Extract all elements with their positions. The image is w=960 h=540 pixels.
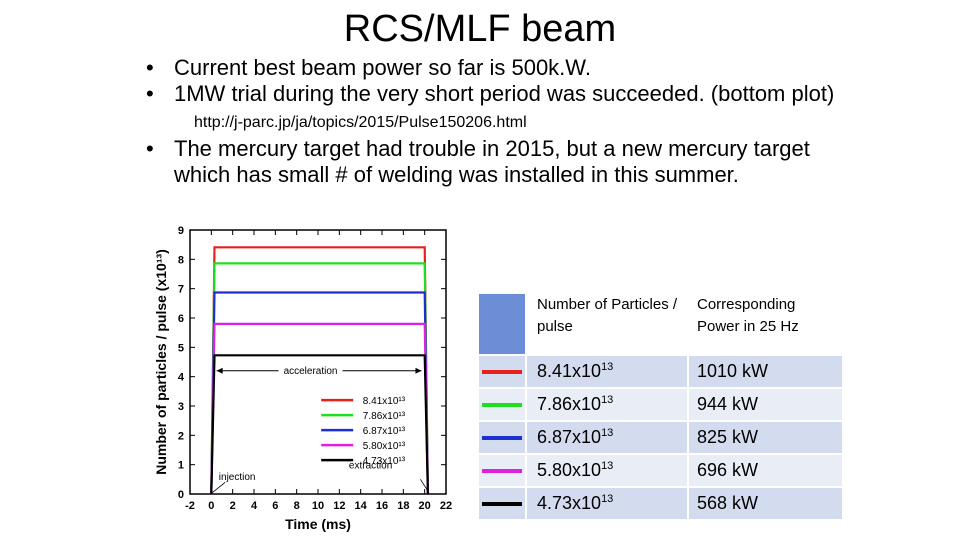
legend-label: 8.41x10¹³: [363, 396, 406, 407]
power-cell: 825 kW: [689, 422, 842, 453]
series-line: [210, 354, 429, 495]
bullet-text: 1MW trial during the very short period w…: [174, 81, 835, 106]
color-swatch-cell: [479, 389, 525, 420]
power-cell: 944 kW: [689, 389, 842, 420]
x-tick-label: 12: [333, 500, 345, 512]
x-tick-label: 6: [272, 500, 278, 512]
particles-cell: 4.73x1013: [527, 488, 687, 519]
x-tick-label: 14: [355, 500, 368, 512]
table-header-swatch-cell: [479, 294, 525, 354]
x-tick-label: 22: [440, 500, 452, 512]
color-swatch: [482, 369, 522, 374]
arrow-head-right: [415, 367, 422, 374]
particles-value: 6.87x10: [537, 427, 602, 447]
bullet-text: The mercury target had trouble in 2015, …: [174, 136, 810, 187]
y-tick-label: 8: [178, 254, 184, 266]
color-swatch: [482, 435, 522, 440]
color-swatch-cell: [479, 488, 525, 519]
power-cell: 568 kW: [689, 488, 842, 519]
bullet-text: Current best beam power so far is 500k.W…: [174, 55, 591, 80]
x-tick-label: -2: [185, 500, 195, 512]
table-header-power: Corresponding Power in 25 Hz: [689, 294, 842, 354]
color-swatch: [482, 468, 522, 473]
particles-value: 4.73x10: [537, 493, 602, 513]
x-tick-label: 2: [230, 500, 236, 512]
y-tick-label: 7: [178, 284, 184, 296]
bullet-item: • 1MW trial during the very short period…: [146, 81, 846, 136]
particles-exponent: 13: [601, 493, 614, 505]
particles-cell: 8.41x1013: [527, 356, 687, 387]
color-swatch-cell: [479, 455, 525, 486]
y-tick-label: 4: [178, 372, 185, 384]
arrow-head-left: [216, 367, 223, 374]
annotation-bg: [278, 362, 343, 377]
particles-value: 5.80x10: [537, 460, 602, 480]
table-row: 8.41x1013 1010 kW: [479, 356, 842, 387]
legend-label: 7.86x10¹³: [363, 411, 406, 422]
annotation-acceleration: acceleration: [284, 366, 338, 377]
particles-value: 8.41x10: [537, 361, 602, 381]
table-header-row: Number of Particles / pulse Correspondin…: [479, 294, 842, 354]
beam-power-table: Number of Particles / pulse Correspondin…: [477, 292, 844, 521]
injection-pointer: [212, 481, 226, 493]
legend-label: 5.80x10¹³: [363, 441, 406, 452]
table-header-particles: Number of Particles / pulse: [527, 294, 687, 354]
bullet-item: • The mercury target had trouble in 2015…: [146, 136, 846, 188]
particles-exponent: 13: [601, 394, 614, 406]
power-cell: 1010 kW: [689, 356, 842, 387]
legend-label: 6.87x10¹³: [363, 426, 406, 437]
table-row: 4.73x1013 568 kW: [479, 488, 842, 519]
slide-title: RCS/MLF beam: [343, 8, 617, 50]
particles-value: 7.86x10: [537, 394, 602, 414]
bullet-dot: •: [146, 81, 154, 106]
y-tick-label: 6: [178, 313, 184, 325]
particles-exponent: 13: [601, 427, 614, 439]
power-cell: 696 kW: [689, 455, 842, 486]
annotation-extraction: extraction: [349, 460, 392, 471]
particles-exponent: 13: [601, 361, 614, 373]
annotation-bg: [217, 469, 264, 484]
color-swatch: [482, 402, 522, 407]
x-tick-label: 20: [419, 500, 431, 512]
y-tick-label: 5: [178, 342, 184, 354]
x-tick-label: 4: [251, 500, 258, 512]
bullet-dot: •: [146, 55, 154, 80]
y-tick-label: 2: [178, 430, 184, 442]
x-tick-label: 16: [376, 500, 388, 512]
annotation-injection: injection: [219, 472, 256, 483]
x-tick-label: 10: [312, 500, 324, 512]
table-row: 5.80x1013 696 kW: [479, 455, 842, 486]
table-row: 6.87x1013 825 kW: [479, 422, 842, 453]
y-tick-label: 3: [178, 401, 184, 413]
color-swatch: [482, 501, 522, 506]
x-tick-label: 0: [208, 500, 214, 512]
y-tick-label: 1: [178, 460, 184, 472]
y-axis-label: Number of particles / pulse (x10¹³): [153, 249, 169, 475]
extraction-pointer: [420, 479, 430, 493]
x-tick-label: 8: [294, 500, 300, 512]
reference-link[interactable]: http://j-parc.jp/ja/topics/2015/Pulse150…: [194, 114, 527, 131]
x-tick-label: 18: [397, 500, 409, 512]
bullet-dot: •: [146, 136, 154, 161]
y-tick-label: 9: [178, 225, 184, 237]
bullet-list: • Current best beam power so far is 500k…: [146, 55, 846, 188]
x-axis-label: Time (ms): [285, 516, 351, 532]
particles-exponent: 13: [601, 460, 614, 472]
color-swatch-cell: [479, 422, 525, 453]
particles-cell: 7.86x1013: [527, 389, 687, 420]
particles-cell: 5.80x1013: [527, 455, 687, 486]
color-swatch-cell: [479, 356, 525, 387]
legend-label: 4.73x10¹³: [363, 456, 406, 467]
y-tick-label: 0: [178, 489, 184, 501]
particles-cell: 6.87x1013: [527, 422, 687, 453]
bullet-item: • Current best beam power so far is 500k…: [146, 55, 846, 81]
table-row: 7.86x1013 944 kW: [479, 389, 842, 420]
plot-frame: [189, 229, 447, 495]
annotation-bg: [347, 457, 402, 472]
